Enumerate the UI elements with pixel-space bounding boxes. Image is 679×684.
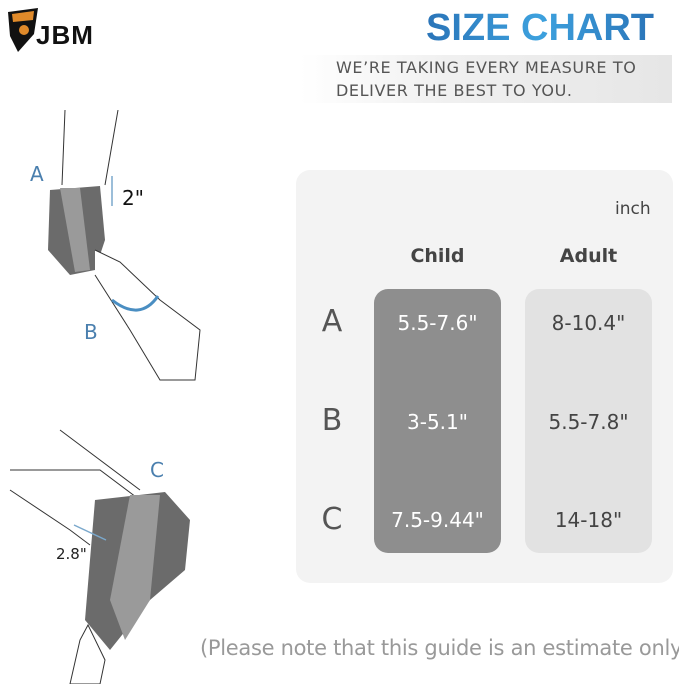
adult-column	[525, 289, 652, 553]
label-a: A	[30, 162, 44, 186]
child-b-value: 3-5.1"	[407, 410, 468, 434]
unit-label: inch	[615, 199, 651, 219]
child-c-value: 7.5-9.44"	[391, 508, 484, 532]
column-header-adult: Adult	[559, 245, 618, 267]
page-title: SIZE CHART	[426, 7, 654, 49]
child-column	[374, 289, 501, 553]
knee-illustration	[9, 429, 190, 684]
estimate-note: (Please note that this guide is an estim…	[200, 636, 679, 660]
jbm-logo-shield-icon	[8, 8, 38, 52]
brand-logo-text: JBM	[36, 20, 94, 50]
adult-b-value: 5.5-7.8"	[548, 410, 629, 434]
row-label-b: B	[321, 403, 343, 438]
tagline-line-1: WE’RE TAKING EVERY MEASURE TO	[336, 58, 637, 77]
column-header-child: Child	[410, 245, 465, 267]
knee-width-label: 2.8"	[56, 545, 87, 563]
label-b: B	[84, 320, 98, 344]
tagline-band	[300, 55, 672, 103]
adult-c-value: 14-18"	[554, 508, 623, 532]
row-label-c: C	[321, 502, 343, 537]
elbow-knee-brace-illustration	[9, 110, 201, 684]
arm-elbow-illustration	[48, 110, 201, 381]
adult-a-value: 8-10.4"	[551, 311, 626, 335]
child-a-value: 5.5-7.6"	[397, 311, 478, 335]
label-c: C	[150, 458, 164, 482]
elbow-width-label: 2"	[122, 186, 144, 210]
tagline-line-2: DELIVER THE BEST TO YOU.	[336, 81, 573, 100]
row-label-a: A	[321, 304, 343, 339]
